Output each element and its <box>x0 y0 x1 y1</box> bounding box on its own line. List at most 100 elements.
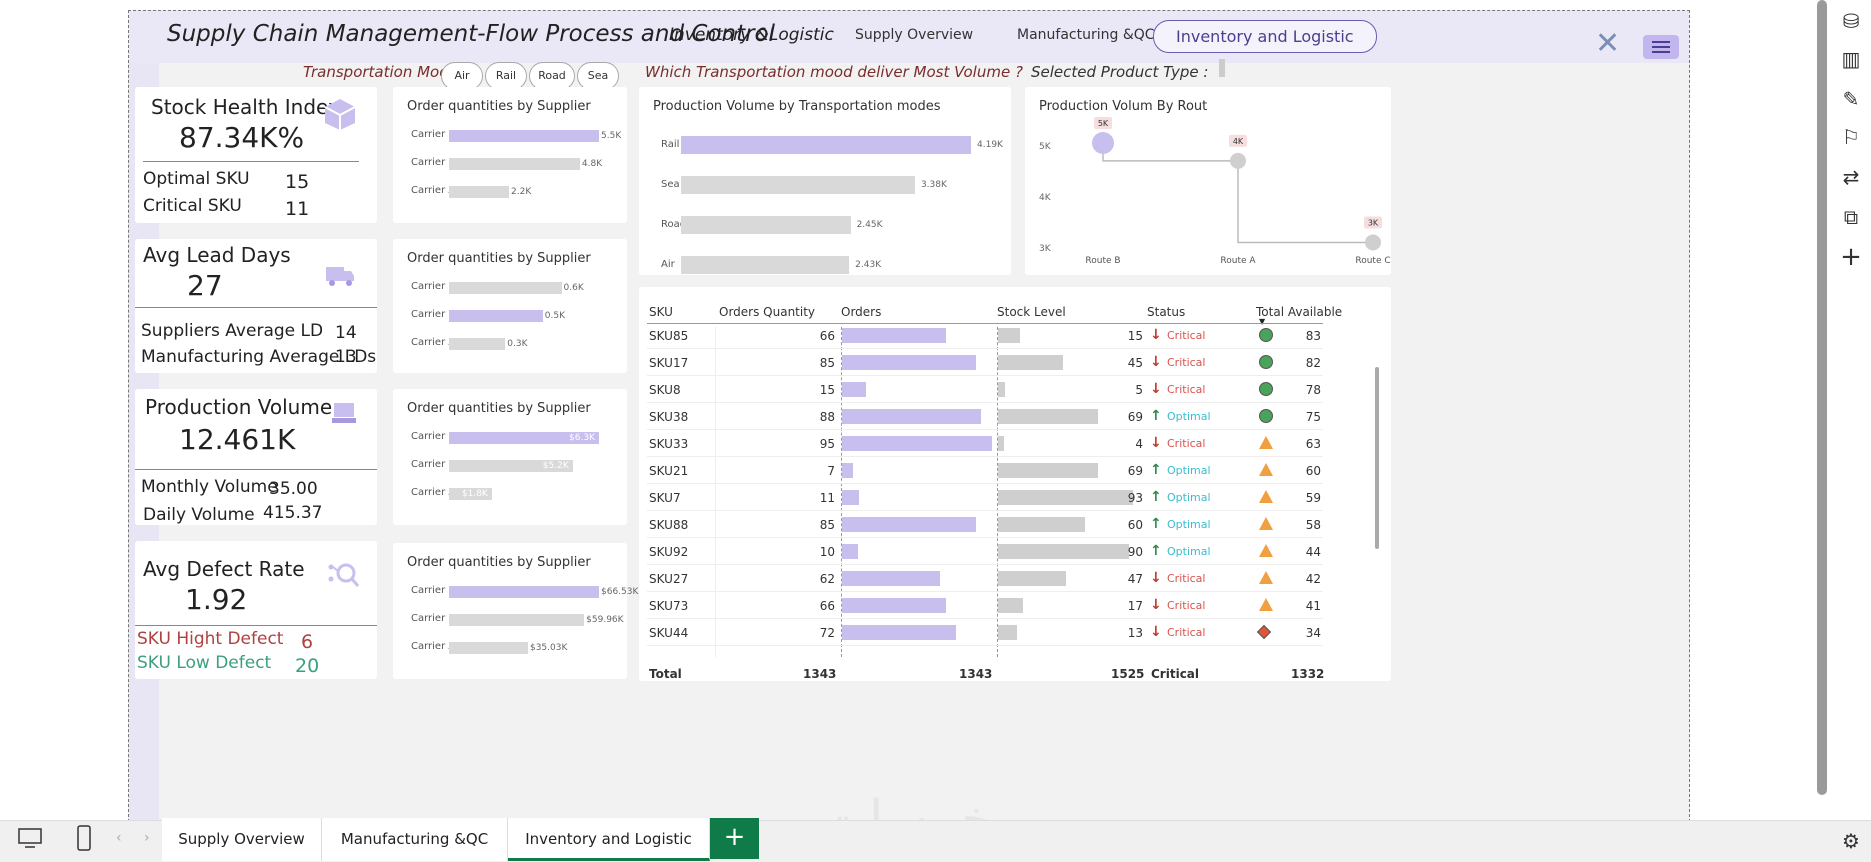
nav-inventory-logistic[interactable]: Inventory and Logistic <box>1153 20 1377 53</box>
tab-manufacturing-qc[interactable]: Manufacturing &QC <box>322 818 508 861</box>
suppliers-ld-label: Suppliers Average LD <box>141 321 324 341</box>
column-header: Total Available <box>1256 305 1343 319</box>
bar-value: 2.45K <box>856 220 883 230</box>
orders-bar <box>842 409 981 424</box>
bar-label: Carrier A <box>411 487 456 498</box>
row-status: Critical <box>1167 356 1206 369</box>
row-total-available: 83 <box>1305 329 1321 343</box>
critical-sku-label: Critical SKU <box>143 196 242 216</box>
orders-bar <box>842 625 956 640</box>
row-orders-qty: 85 <box>819 518 835 532</box>
page-subtitle: Inventory &Logistic <box>669 25 834 45</box>
row-orders-qty: 85 <box>819 356 835 370</box>
route-tag-bg <box>1094 117 1112 129</box>
table-scrollbar[interactable] <box>1375 367 1379 549</box>
stock-bar <box>998 355 1064 370</box>
lead-days-card: Avg Lead Days 27 Suppliers Average LD 14… <box>135 239 377 373</box>
bar-label: Carrier A <box>411 185 456 196</box>
supplier-bar <box>449 586 599 598</box>
mobile-view-icon[interactable] <box>76 824 92 852</box>
bar-value: $35.03K <box>529 643 568 653</box>
product-type-slicer[interactable] <box>1219 59 1225 77</box>
transport-bar <box>681 136 971 154</box>
tab-prev-icon[interactable]: ‹ <box>116 830 122 846</box>
row-total-available: 82 <box>1305 356 1321 370</box>
row-orders-qty: 7 <box>827 464 835 478</box>
box-icon <box>324 99 356 130</box>
defect-rate-card: Avg Defect Rate 1.92 SKU Hight Defect 6 … <box>135 541 377 679</box>
row-sku: SKU38 <box>649 410 689 424</box>
critical-sku-value: 11 <box>285 198 310 220</box>
row-stock: 93 <box>1127 491 1143 505</box>
daily-volume-label: Daily Volume <box>143 505 255 525</box>
high-defect-value: 6 <box>301 631 314 653</box>
down-arrow-icon: ↓ <box>1150 597 1162 613</box>
row-sku: SKU8 <box>649 383 681 397</box>
supplier-bar <box>449 642 528 654</box>
supplier-bar <box>449 432 599 444</box>
mode-road-button[interactable]: Road <box>529 62 575 90</box>
row-status: Optimal <box>1167 410 1211 423</box>
row-orders-qty: 88 <box>819 410 835 424</box>
add-page-button[interactable]: + <box>710 818 759 859</box>
low-defect-label: SKU Low Defect <box>137 653 272 673</box>
menu-icon[interactable] <box>1643 35 1679 59</box>
row-stock: 17 <box>1127 599 1143 613</box>
bar-label: Carrier B <box>411 585 456 596</box>
vertical-scrollbar[interactable] <box>1817 0 1827 795</box>
tab-next-icon[interactable]: › <box>144 830 150 846</box>
production-volume-value: 12.461K <box>179 423 296 456</box>
format-icon[interactable]: ✎ <box>1842 87 1860 111</box>
triangle-icon <box>1259 517 1273 530</box>
row-total-available: 63 <box>1305 437 1321 451</box>
column-header: Stock Level <box>997 305 1066 319</box>
production-volume-card: Production Volume 12.461K Monthly Volume… <box>135 389 377 525</box>
desktop-view-icon[interactable] <box>16 826 44 850</box>
data-icon[interactable]: ⛁ <box>1842 9 1860 33</box>
settings-icon[interactable]: ⚙ <box>1842 829 1860 853</box>
mode-sea-button[interactable]: Sea <box>577 62 619 90</box>
total-status: Critical <box>1151 667 1200 681</box>
row-status: Critical <box>1167 437 1206 450</box>
row-sku: SKU44 <box>649 626 689 640</box>
up-arrow-icon: ↑ <box>1150 489 1162 505</box>
volume-question: Which Transportation mood deliver Most V… <box>645 63 1023 81</box>
tab-inventory-logistic[interactable]: Inventory and Logistic <box>508 818 710 861</box>
close-icon[interactable]: ✕ <box>1595 26 1621 61</box>
bar-label: Carrier A <box>411 641 456 652</box>
add-pane-icon[interactable]: + <box>1840 242 1862 272</box>
column-header: SKU <box>649 305 673 319</box>
mode-air-button[interactable]: Air <box>441 62 483 90</box>
circle-icon <box>1259 409 1273 423</box>
row-status: Optimal <box>1167 491 1211 504</box>
up-arrow-icon: ↑ <box>1150 408 1162 424</box>
row-stock: 69 <box>1127 410 1143 424</box>
route-chart-title: Production Volum By Rout <box>1039 99 1208 114</box>
supplier-bar <box>449 130 599 142</box>
divider <box>135 469 377 470</box>
tab-supply-overview[interactable]: Supply Overview <box>162 818 322 861</box>
row-status: Critical <box>1167 572 1206 585</box>
row-status: Optimal <box>1167 518 1211 531</box>
sync-icon[interactable]: ⇄ <box>1842 165 1860 189</box>
row-sku: SKU33 <box>649 437 689 451</box>
supplier-chart-title: Order quantities by Supplier <box>407 401 591 416</box>
truck-icon <box>326 267 354 286</box>
row-stock: 60 <box>1127 518 1143 532</box>
bookmark-icon[interactable]: ⚐ <box>1842 125 1860 149</box>
visualizations-icon[interactable]: ▥ <box>1841 47 1861 71</box>
row-orders-qty: 11 <box>819 491 835 505</box>
optimal-sku-label: Optimal SKU <box>143 169 250 189</box>
lead-days-title: Avg Lead Days <box>143 243 291 267</box>
stock-health-card: Stock Health Index 87.34K% Optimal SKU 1… <box>135 87 377 223</box>
nav-supply-overview[interactable]: Supply Overview <box>855 27 974 43</box>
mode-rail-button[interactable]: Rail <box>485 62 527 90</box>
triangle-icon <box>1259 544 1273 557</box>
monthly-volume-label: Monthly Volume <box>141 477 278 497</box>
stock-bar <box>998 328 1020 343</box>
bar-value: 4.19K <box>977 140 1003 150</box>
sku-table: SKU Orders Quantity Orders Stock Level Statu… <box>639 287 1391 681</box>
row-status: Critical <box>1167 383 1206 396</box>
selection-icon[interactable]: ⧉ <box>1843 205 1859 229</box>
nav-manufacturing-qc[interactable]: Manufacturing &QC <box>1017 27 1155 43</box>
